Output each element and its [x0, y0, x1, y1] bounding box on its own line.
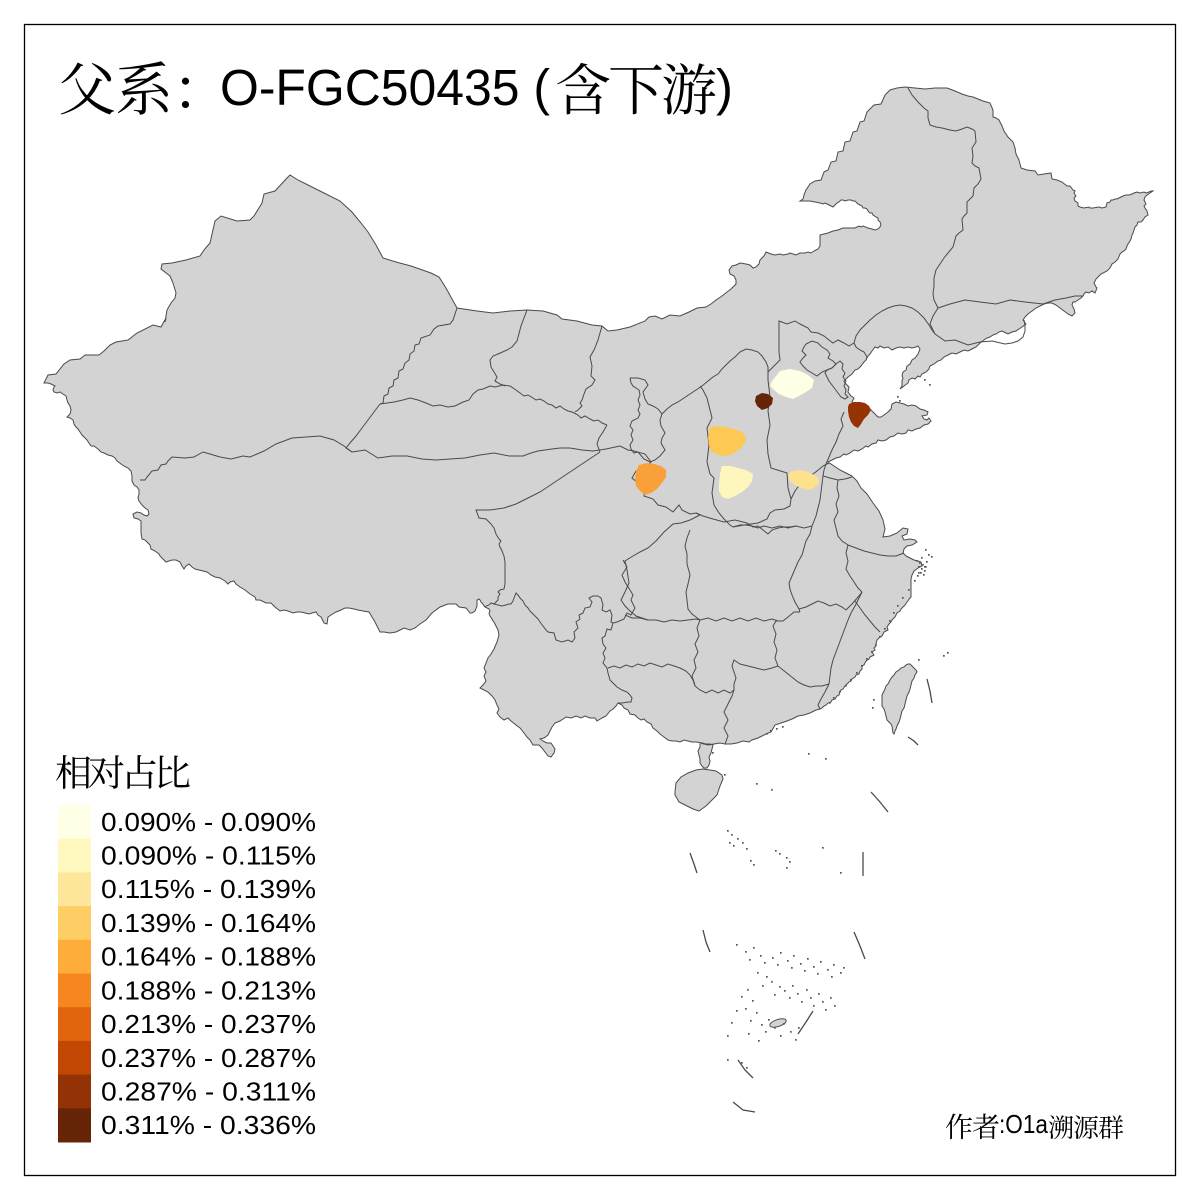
svg-text:0.237% - 0.287%: 0.237% - 0.287%	[101, 1043, 316, 1073]
svg-text:O-FGC50435 (: O-FGC50435 (	[220, 59, 550, 116]
svg-text:0.164% - 0.188%: 0.164% - 0.188%	[101, 942, 316, 972]
svg-text::O1a: :O1a	[999, 1109, 1048, 1139]
svg-text:0.139% - 0.164%: 0.139% - 0.164%	[101, 908, 316, 938]
svg-text:0.311% - 0.336%: 0.311% - 0.336%	[101, 1110, 316, 1140]
svg-text:0.188% - 0.213%: 0.188% - 0.213%	[101, 975, 316, 1005]
svg-text:0.090% - 0.115%: 0.090% - 0.115%	[101, 841, 316, 871]
svg-text:): )	[716, 59, 733, 116]
svg-text:0.090% - 0.090%: 0.090% - 0.090%	[101, 807, 316, 837]
svg-text:0.213% - 0.237%: 0.213% - 0.237%	[101, 1009, 316, 1039]
svg-text:0.115% - 0.139%: 0.115% - 0.139%	[101, 874, 316, 904]
svg-text:0.287% - 0.311%: 0.287% - 0.311%	[101, 1076, 316, 1106]
